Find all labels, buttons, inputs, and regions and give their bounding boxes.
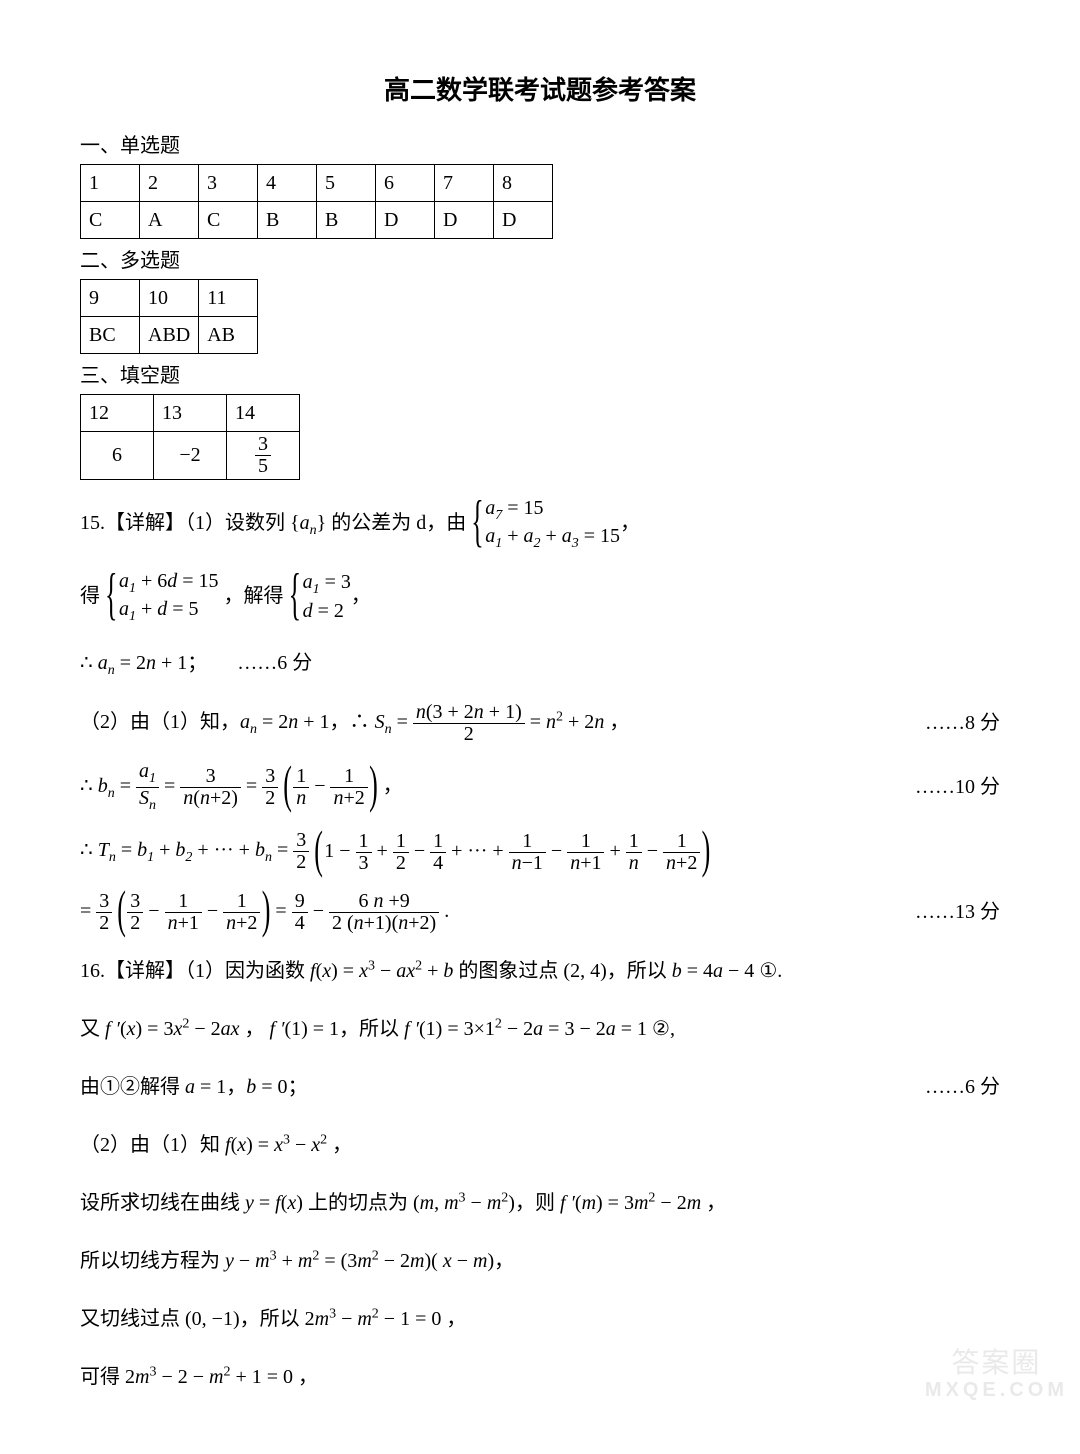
q16-line5: 设所求切线在曲线 y = f(x) 上的切点为 (m, m3 − m2)，则 f… [80,1182,1000,1224]
q16-line2: 又 f ′(x) = 3x2 − 2ax ， f ′(1) = 1，所以 f ′… [80,1008,1000,1050]
table-row: C A C B B D D D [81,201,553,238]
table-row: 1 2 3 4 5 6 7 8 [81,164,553,201]
table-row: 6 −2 3 5 [81,431,300,479]
cell: 12 [81,394,154,431]
cell: C [199,201,258,238]
q16-line8: 可得 2m3 − 2 − m2 + 1 = 0 ， [80,1356,1000,1398]
table-row: 9 10 11 [81,279,258,316]
q15-line1: 15.【详解】（1）设数列 {an} 的公差为 d，由 a7 = 15 a1 +… [80,496,1000,553]
q15-line2: 得 a1 + 6d = 15 a1 + d = 5 ，解得 a1 = 3 d =… [80,569,1000,626]
q15-bn: ∴ bn = a1Sn = 3n(n+2) = 32 1n − 1n+2 ， …… [80,761,1000,813]
q16-line3: 由①②解得 a = 1，b = 0； ……6 分 [80,1066,1000,1108]
score-mark: ……13 分 [915,891,1000,933]
denominator: 5 [255,456,271,477]
cell: 4 [258,164,317,201]
cell: 11 [199,279,258,316]
table-row: 12 13 14 [81,394,300,431]
cell: 3 [199,164,258,201]
cell: 2 [140,164,199,201]
brace-system: a7 = 15 a1 + a2 + a3 = 15 [471,496,620,553]
q16-line4: （2）由（1）知 f(x) = x3 − x2 ， [80,1124,1000,1166]
section-3-heading: 三、填空题 [80,360,1000,392]
fraction: n(3 + 2n + 1) 2 [413,702,525,745]
cell: 6 [376,164,435,201]
cell: 14 [227,394,300,431]
numerator: 3 [255,434,271,456]
cell: 8 [494,164,553,201]
q15-tn2: = 32 32 − 1n+1 − 1n+2 = 94 − 6 n +92 (n+… [80,890,1000,934]
text: ，解得 [224,585,284,607]
page-title: 高二数学联考试题参考答案 [80,70,1000,112]
cell: C [81,201,140,238]
cell: 10 [140,279,199,316]
q16-line1: 16.【详解】（1）因为函数 f(x) = x3 − ax2 + b 的图象过点… [80,950,1000,992]
brace-system: a1 = 3 d = 2 [289,570,351,624]
cell: AB [199,316,258,353]
score-mark: ……8 分 [925,702,1000,744]
cell: 3 5 [227,431,300,479]
cell: 9 [81,279,140,316]
cell: ABD [140,316,199,353]
cell: D [435,201,494,238]
cell: 13 [154,394,227,431]
score-mark: ……6 分 [925,1066,1000,1108]
cell: −2 [154,431,227,479]
cell: D [494,201,553,238]
table-row: BC ABD AB [81,316,258,353]
section-2-heading: 二、多选题 [80,245,1000,277]
cell: B [317,201,376,238]
text: 的公差为 d，由 [331,512,466,534]
cell: B [258,201,317,238]
q16-line6: 所以切线方程为 y − m3 + m2 = (3m2 − 2m)( x − m)… [80,1240,1000,1282]
section-1-heading: 一、单选题 [80,130,1000,162]
cell: 7 [435,164,494,201]
cell: A [140,201,199,238]
cell: 1 [81,164,140,201]
brace-system: a1 + 6d = 15 a1 + d = 5 [105,569,219,626]
fraction: 3 5 [255,434,271,477]
q15-tn: ∴ Tn = b1 + b2 + ··· + bn = 32 1 − 13 + … [80,829,1000,873]
cell: 5 [317,164,376,201]
cell: BC [81,316,140,353]
multi-choice-table: 9 10 11 BC ABD AB [80,279,258,354]
q15-part2-line1: （2）由（1）知，an = 2n + 1，∴ Sn = n(3 + 2n + 1… [80,701,1000,745]
score-mark: ……6 分 [237,652,312,674]
cell: 6 [81,431,154,479]
score-mark: ……10 分 [915,766,1000,808]
q15-an: ∴ an = 2n + 1； ……6 分 [80,642,1000,685]
fill-blank-table: 12 13 14 6 −2 3 5 [80,394,300,480]
text: 15.【详解】（1）设数列 [80,512,285,534]
q16-line7: 又切线过点 (0, −1)，所以 2m3 − m2 − 1 = 0 ， [80,1298,1000,1340]
text: 得 [80,585,100,607]
single-choice-table: 1 2 3 4 5 6 7 8 C A C B B D D D [80,164,553,239]
cell: D [376,201,435,238]
